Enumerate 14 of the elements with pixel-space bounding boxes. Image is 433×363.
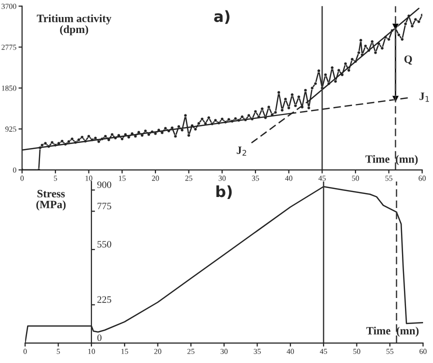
y-tick-label: 900 — [97, 181, 112, 188]
chart-title: b) — [216, 185, 232, 200]
y-tick-label: 550 — [98, 240, 112, 248]
annotation: Q — [404, 55, 412, 65]
y-tick-label: 0 — [97, 334, 102, 342]
y-tick-label: 775 — [98, 202, 112, 210]
annotation: J$_{1}$ — [420, 92, 429, 102]
y-axis-title: Stress (MPa) — [36, 190, 66, 210]
chart-title: a) — [214, 10, 230, 24]
x-axis-title: Time (mn) — [366, 326, 419, 337]
y-tick-label: 225 — [97, 296, 112, 303]
y-axis-title: Tritium activity (dpm) — [36, 14, 112, 36]
annotation: J$_{2}$ — [236, 146, 246, 156]
x-axis-title: Time (mn) — [365, 155, 418, 166]
